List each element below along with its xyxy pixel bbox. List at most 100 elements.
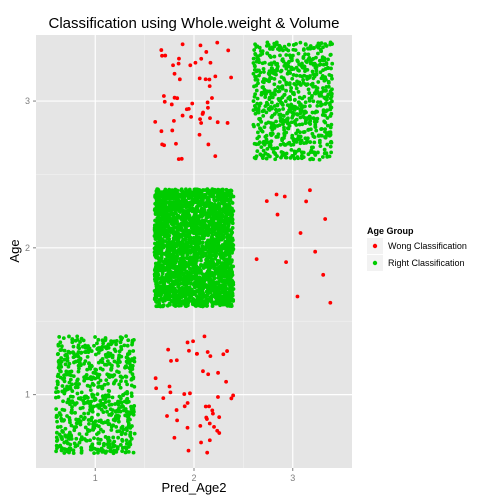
data-point (156, 276, 160, 280)
data-point (316, 100, 320, 105)
data-point (230, 248, 235, 253)
data-point (264, 103, 269, 107)
data-point (111, 423, 116, 428)
data-point (208, 277, 213, 282)
data-point (275, 146, 280, 150)
data-point (65, 356, 70, 360)
data-point (224, 251, 228, 256)
data-point (217, 205, 222, 210)
data-point (155, 246, 159, 251)
data-point (189, 293, 194, 298)
data-point (116, 435, 121, 440)
data-point (101, 410, 106, 415)
data-point (280, 137, 285, 142)
data-point (74, 425, 79, 429)
data-point (251, 71, 256, 76)
data-point (215, 238, 220, 243)
data-point (205, 450, 210, 455)
data-point (180, 256, 184, 260)
data-point (251, 61, 256, 65)
x-tick-label: 1 (93, 473, 98, 483)
data-point (191, 223, 196, 228)
data-point (326, 79, 331, 84)
data-point (286, 48, 291, 53)
data-point (254, 45, 259, 49)
data-point (157, 202, 161, 207)
data-point (184, 249, 188, 254)
data-point (114, 424, 119, 429)
data-point (277, 48, 282, 52)
data-point (168, 390, 173, 395)
data-point (203, 194, 208, 198)
data-point (169, 288, 174, 292)
data-point (153, 119, 158, 124)
data-point (195, 296, 200, 301)
data-point (275, 154, 279, 159)
data-point (284, 88, 288, 93)
data-point (215, 258, 220, 263)
data-point (71, 344, 76, 349)
data-point (57, 358, 61, 363)
data-point (118, 409, 123, 414)
data-point (172, 216, 177, 221)
data-point (226, 48, 231, 53)
data-point (329, 66, 333, 71)
data-point (78, 356, 83, 361)
data-point (298, 40, 303, 45)
data-point (318, 47, 323, 52)
data-point (178, 294, 183, 298)
data-point (182, 277, 187, 281)
data-point (54, 407, 59, 411)
data-point (297, 95, 302, 100)
data-point (227, 207, 232, 211)
data-point (272, 71, 277, 76)
data-point (219, 274, 224, 279)
data-point (301, 55, 306, 59)
data-point (210, 304, 215, 308)
data-point (207, 84, 212, 89)
data-point (225, 263, 230, 268)
data-point (267, 62, 272, 66)
data-point (93, 397, 98, 402)
data-point (264, 44, 269, 48)
data-point (64, 352, 69, 357)
data-point (258, 116, 262, 121)
data-point (172, 220, 177, 225)
data-point (84, 349, 89, 354)
data-point (206, 268, 211, 272)
data-point (279, 75, 284, 79)
data-point (313, 153, 318, 157)
data-point (230, 230, 235, 235)
data-point (68, 402, 72, 407)
data-point (224, 240, 228, 245)
data-point (206, 238, 210, 243)
data-point (67, 370, 72, 374)
data-point (328, 52, 333, 57)
data-point (161, 198, 166, 202)
data-point (184, 233, 189, 238)
data-point (256, 109, 261, 113)
data-point (285, 111, 289, 116)
data-point (261, 113, 266, 118)
data-point (71, 355, 76, 360)
data-point (176, 223, 181, 228)
data-point (203, 77, 208, 82)
data-point (158, 190, 163, 195)
data-point (194, 236, 198, 241)
data-point (189, 281, 194, 286)
data-point (221, 352, 226, 357)
data-point (175, 236, 180, 240)
data-point (295, 112, 299, 116)
data-point (253, 74, 258, 79)
data-point (58, 340, 63, 345)
data-point (119, 337, 124, 342)
data-point (253, 156, 258, 161)
data-point (174, 358, 179, 363)
data-point (109, 428, 114, 432)
data-point (103, 396, 108, 401)
data-point (308, 188, 312, 193)
data-point (192, 212, 197, 217)
data-point (310, 93, 314, 98)
data-point (159, 209, 164, 214)
data-point (208, 247, 213, 251)
